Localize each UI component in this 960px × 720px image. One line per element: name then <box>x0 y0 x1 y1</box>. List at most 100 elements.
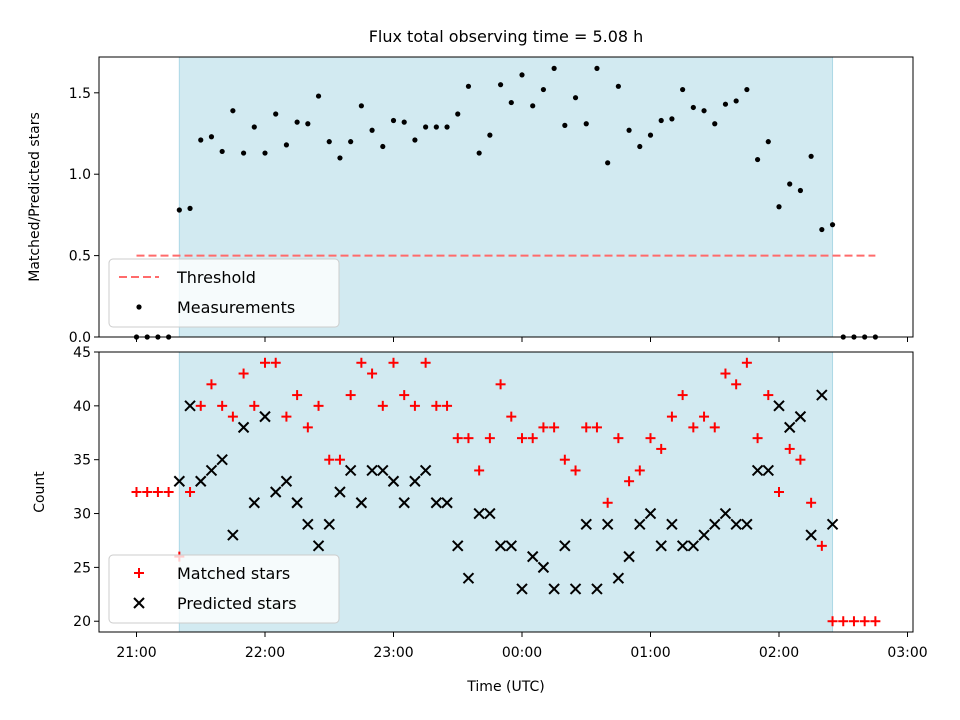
measurement-point <box>669 116 675 122</box>
matched-star-point <box>602 497 613 508</box>
matched-star-point <box>656 443 667 454</box>
predicted-star-point <box>355 497 368 509</box>
measurement-point <box>605 160 611 166</box>
predicted-star-point <box>302 518 314 531</box>
predicted-star-point <box>591 583 603 595</box>
measurement-point <box>208 134 215 140</box>
predicted-star-point <box>805 529 817 541</box>
predicted-star-point <box>676 540 689 552</box>
predicted-star-point <box>441 497 453 509</box>
matched-star-point <box>495 379 506 390</box>
measurement-point <box>230 108 236 114</box>
matched-star-point <box>624 476 635 487</box>
matched-star-point <box>549 422 560 433</box>
matched-star-point <box>356 357 367 368</box>
measurement-point <box>497 82 504 88</box>
legend-label: Measurements <box>177 298 295 317</box>
matched-star-point <box>506 411 517 422</box>
y-tick-label: 20 <box>73 614 91 630</box>
measurement-point <box>337 155 343 161</box>
legend-matched-swatch <box>134 568 144 578</box>
chart-title: Flux total observing time = 5.08 h <box>369 27 644 46</box>
predicted-star-point <box>559 540 571 552</box>
x-axis-label: Time (UTC) <box>466 679 544 695</box>
predicted-star-point <box>366 464 378 477</box>
predicted-star-point <box>762 464 774 477</box>
predicted-star-point <box>248 497 260 509</box>
predicted-star-point <box>741 518 753 531</box>
measurement-point <box>637 143 643 150</box>
matched-star-point <box>666 411 677 422</box>
measurement-point <box>251 124 257 130</box>
matched-star-point <box>645 433 656 444</box>
x-tick-label: 01:00 <box>630 645 670 661</box>
predicted-star-point <box>794 410 807 423</box>
predicted-star-point <box>291 497 303 509</box>
measurement-point <box>615 83 621 89</box>
predicted-star-point <box>601 518 614 531</box>
matched-star-point <box>709 422 720 433</box>
predicted-star-point <box>580 518 592 531</box>
predicted-star-point <box>227 529 239 541</box>
matched-star-point <box>741 357 752 368</box>
predicted-star-point <box>216 453 228 466</box>
measurement-point <box>273 111 279 117</box>
matched-star-point <box>292 390 303 401</box>
predicted-star-point <box>452 540 464 552</box>
matched-star-point <box>517 433 527 444</box>
bottom-legend: Matched stars Predicted stars <box>108 554 340 624</box>
predicted-star-point <box>816 389 828 401</box>
measurement-point <box>658 117 664 124</box>
measurement-point <box>551 65 557 71</box>
matched-star-point <box>270 357 281 368</box>
predicted-star-point <box>666 518 678 531</box>
predicted-star-point <box>569 583 582 595</box>
legend-frame <box>108 554 340 624</box>
legend-frame <box>108 258 340 328</box>
legend-label: Threshold <box>176 268 256 287</box>
y-tick-label: 1.0 <box>69 167 91 183</box>
predicted-star-point <box>527 550 539 563</box>
measurement-point <box>819 226 825 233</box>
matched-star-point <box>195 400 206 411</box>
matched-star-point <box>720 368 731 379</box>
measurement-point <box>465 83 472 89</box>
predicted-star-point <box>259 410 271 423</box>
measurement-point <box>369 127 375 133</box>
predicted-star-point <box>516 583 528 595</box>
predicted-star-point <box>334 486 346 498</box>
measurement-point <box>444 124 450 130</box>
matched-star-point <box>634 465 645 476</box>
measurement-point <box>476 150 482 156</box>
top-panel: 0.0 0.5 1.0 1.5 Flux total observing time =… <box>27 27 914 346</box>
predicted-star-point <box>270 486 282 498</box>
legend-label: Predicted stars <box>177 594 297 613</box>
measurement-point <box>412 137 418 143</box>
measurement-point <box>594 65 600 71</box>
matched-star-point <box>217 400 228 411</box>
count-points <box>131 357 881 627</box>
y-tick-label: 0.5 <box>69 249 91 265</box>
matched-star-point <box>474 465 485 476</box>
predicted-star-point <box>398 497 410 509</box>
matched-star-point <box>249 400 260 411</box>
predicted-star-point <box>430 497 443 509</box>
legend-measurement-swatch <box>136 304 142 310</box>
matched-star-point <box>260 357 270 368</box>
matched-star-point <box>538 422 549 433</box>
measurement-point <box>647 132 654 138</box>
measurement-point <box>487 132 493 138</box>
matched-star-point <box>859 616 870 627</box>
matched-star-point <box>848 616 859 627</box>
matched-star-point <box>559 454 570 465</box>
matched-star-point <box>527 433 538 444</box>
measurement-point <box>583 121 589 127</box>
measurement-point <box>423 124 429 130</box>
matched-star-point <box>699 411 710 422</box>
measurement-point <box>240 150 247 156</box>
matched-star-point <box>420 357 431 368</box>
y-tick-label: 35 <box>73 453 91 469</box>
legend-label: Matched stars <box>177 564 290 583</box>
measurement-point <box>540 86 547 93</box>
